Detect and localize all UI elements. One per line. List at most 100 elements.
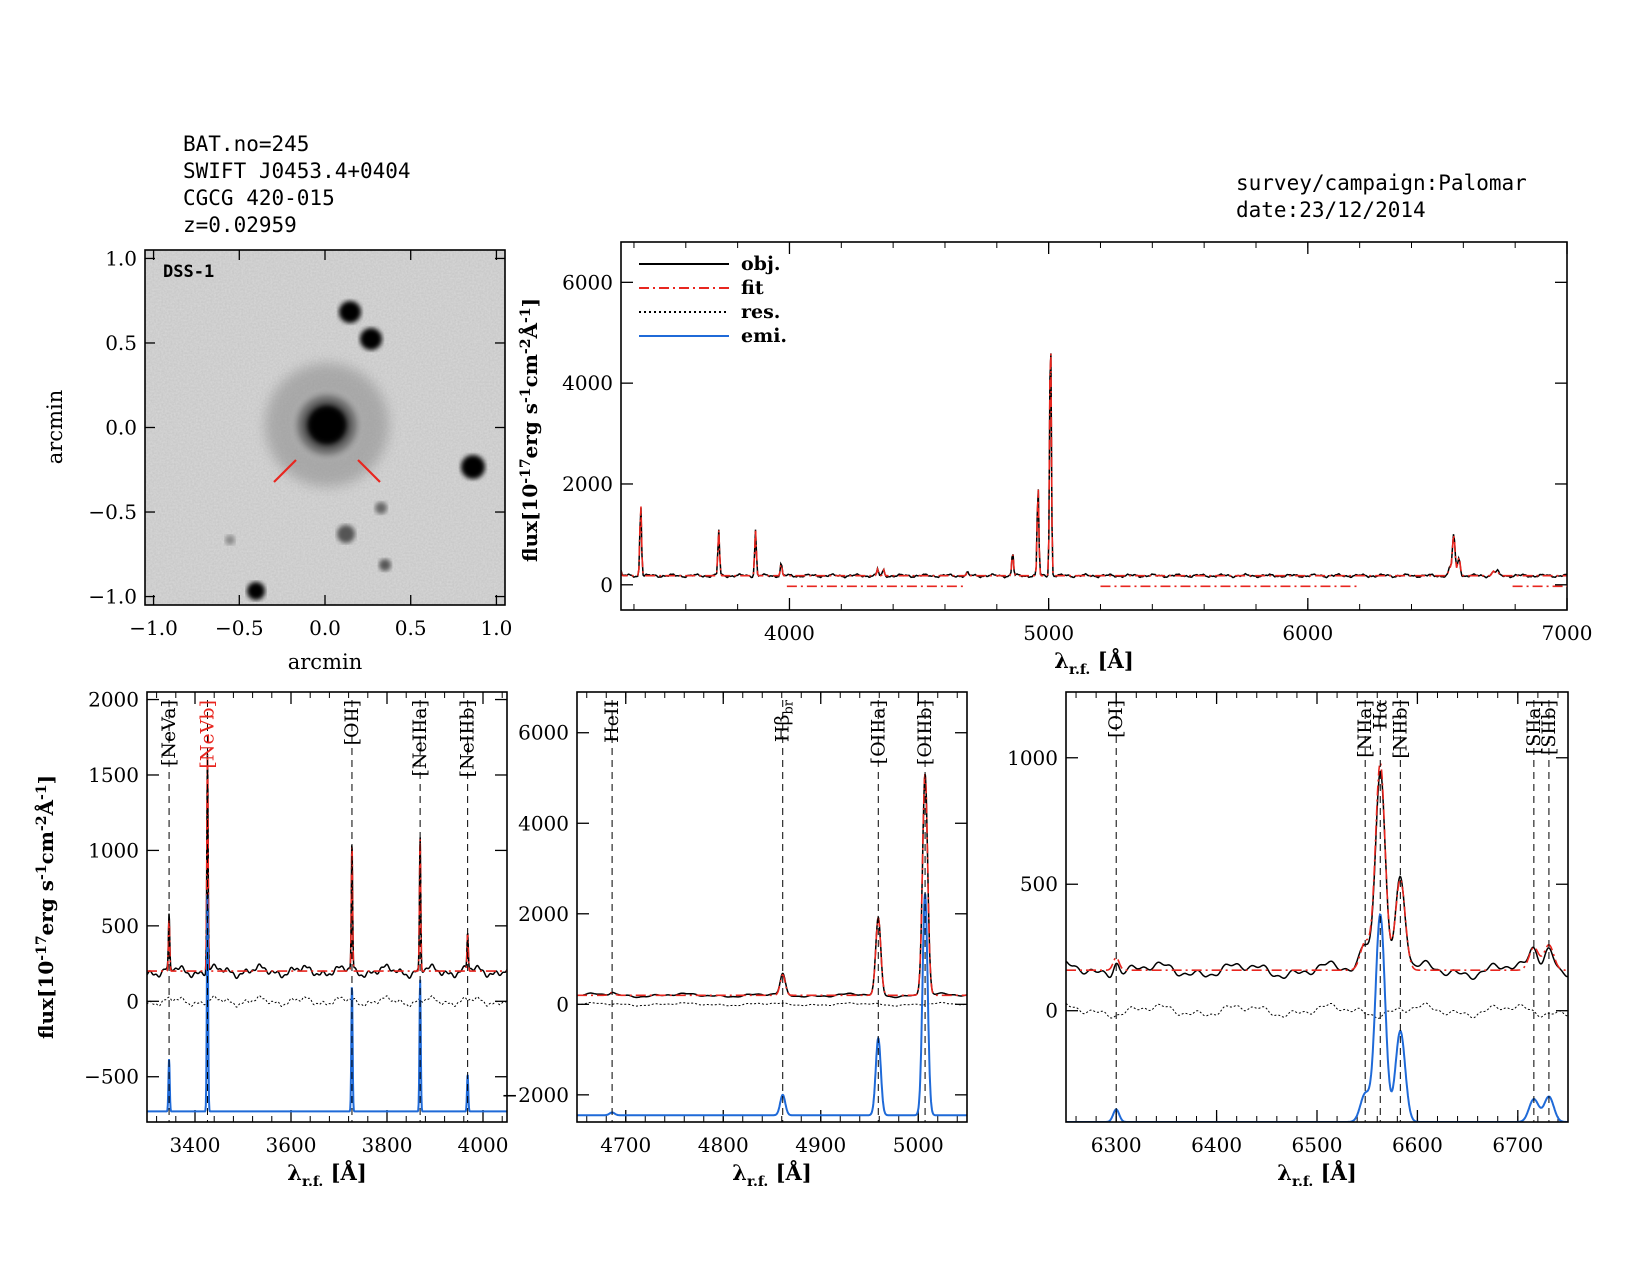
legend-label: emi. bbox=[741, 325, 787, 347]
faint-source bbox=[379, 559, 391, 571]
image-ytick-label: 1.0 bbox=[105, 246, 137, 270]
fit-line bbox=[621, 353, 1567, 577]
fit-line bbox=[577, 773, 967, 997]
xlabel: λr.f. [Å] bbox=[732, 1160, 812, 1190]
survey-campaign: survey/campaign:Palomar bbox=[1236, 171, 1527, 195]
line-label: [NeVb] bbox=[196, 700, 218, 769]
ytick-label: 0 bbox=[1045, 999, 1058, 1023]
faint-source bbox=[337, 525, 355, 543]
line-label: [OIIIb] bbox=[914, 700, 936, 765]
ytick-label: 4000 bbox=[562, 371, 613, 395]
xtick-label: 6400 bbox=[1191, 1133, 1242, 1157]
xlabel: λr.f. [Å] bbox=[1277, 1160, 1357, 1190]
image-ylabel: arcmin bbox=[43, 390, 67, 464]
star bbox=[360, 328, 382, 350]
image-xtick-label: 0.0 bbox=[309, 616, 341, 640]
emission-line-model bbox=[577, 893, 967, 1117]
plot-area bbox=[621, 353, 1567, 579]
zoom-panel-neon: 3400 3600 3800 4000 −500 0 500 1000 1500 2000 [NeV… bbox=[84, 688, 508, 1190]
legend-label: res. bbox=[741, 301, 780, 323]
xtick-label: 3400 bbox=[170, 1133, 221, 1157]
zoom-panel-oiii: 4700 4800 4900 5000 −2000 0 2000 4000 6000 HeII Hβ… bbox=[501, 691, 968, 1190]
xtick-label: 6000 bbox=[1282, 621, 1333, 645]
swift-id: SWIFT J0453.4+0404 bbox=[183, 159, 411, 183]
image-ytick-label: 0.0 bbox=[105, 416, 137, 440]
plot-area bbox=[147, 753, 507, 1113]
xtick-label: 4700 bbox=[600, 1133, 651, 1157]
galaxy-name: CGCG 420-015 bbox=[183, 186, 335, 210]
dss-image-panel: DSS-1 −1.0 −0.5 0.0 0.5 1.0 −1.0 −0.5 0.0 0.5 1.0… bbox=[43, 246, 512, 674]
emission-line-model bbox=[1066, 913, 1568, 1122]
line-label: [NIIa] bbox=[1354, 700, 1376, 758]
target-marker-right bbox=[357, 459, 381, 483]
zoom-panel-halpha: 6300 6400 6500 6600 6700 0 500 1000 [OI] [NIIa]Hα… bbox=[1007, 691, 1569, 1190]
image-ytick-label: −1.0 bbox=[88, 585, 137, 609]
line-label: [SIIa] bbox=[1523, 700, 1545, 754]
star bbox=[247, 582, 265, 600]
ytick-label: 2000 bbox=[562, 472, 613, 496]
xtick-label: 6300 bbox=[1091, 1133, 1142, 1157]
bat-number: BAT.no=245 bbox=[183, 132, 310, 156]
ytick-label: 0 bbox=[600, 573, 613, 597]
line-label: [OI] bbox=[1105, 700, 1127, 738]
image-ytick-label: −0.5 bbox=[88, 500, 137, 524]
observation-date: date:23/12/2014 bbox=[1236, 198, 1426, 222]
plot-frame bbox=[146, 691, 508, 1123]
xtick-label: 5000 bbox=[893, 1133, 944, 1157]
line-label: [NeIIIa] bbox=[409, 700, 431, 777]
image-xtick-label: 0.5 bbox=[395, 616, 427, 640]
line-label: [NeVa] bbox=[158, 700, 180, 766]
star bbox=[461, 455, 485, 479]
ytick-label: 6000 bbox=[562, 270, 613, 294]
observed-spectrum bbox=[1066, 770, 1568, 981]
image-xtick-label: −0.5 bbox=[215, 616, 264, 640]
line-label: [NIIb] bbox=[1389, 700, 1411, 759]
observed-spectrum bbox=[621, 353, 1567, 579]
plot-frame bbox=[576, 691, 968, 1123]
xlabel: λr.f. [Å] bbox=[1054, 648, 1134, 678]
line-label: [NeIIIb] bbox=[457, 700, 479, 777]
target-marker-left bbox=[273, 459, 297, 483]
xtick-label: 6700 bbox=[1492, 1133, 1543, 1157]
xtick-label: 3800 bbox=[362, 1133, 413, 1157]
ytick-label: 4000 bbox=[518, 811, 569, 835]
observed-spectrum bbox=[147, 753, 507, 980]
line-label: [SIIb] bbox=[1538, 700, 1560, 755]
line-label: Hβbr bbox=[772, 699, 797, 742]
faint-source bbox=[225, 535, 235, 545]
ytick-label: −2000 bbox=[501, 1083, 569, 1107]
xtick-label: 7000 bbox=[1542, 621, 1593, 645]
observed-spectrum bbox=[577, 773, 967, 999]
xtick-label: 6500 bbox=[1292, 1133, 1343, 1157]
image-xtick-label: 1.0 bbox=[481, 616, 513, 640]
legend-label: fit bbox=[741, 277, 764, 299]
xtick-label: 4000 bbox=[458, 1133, 509, 1157]
plot-frame bbox=[620, 241, 1568, 611]
ytick-label: 0 bbox=[126, 989, 139, 1013]
star bbox=[339, 301, 361, 323]
xtick-label: 4800 bbox=[698, 1133, 749, 1157]
faint-source bbox=[375, 502, 387, 514]
ytick-label: 2000 bbox=[518, 902, 569, 926]
ytick-label: −500 bbox=[84, 1065, 139, 1089]
ytick-label: 2000 bbox=[88, 688, 139, 712]
image-xtick-label: −1.0 bbox=[129, 616, 178, 640]
fit-line bbox=[1066, 761, 1568, 971]
ytick-label: 1000 bbox=[88, 838, 139, 862]
ytick-label: 1000 bbox=[1007, 746, 1058, 770]
legend-label: obj. bbox=[741, 253, 780, 275]
line-label: HeII bbox=[601, 700, 623, 743]
image-ytick-label: 0.5 bbox=[105, 331, 137, 355]
residual-line bbox=[147, 995, 507, 1008]
xtick-label: 5000 bbox=[1023, 621, 1074, 645]
ytick-label: 6000 bbox=[518, 721, 569, 745]
ytick-label: 0 bbox=[556, 992, 569, 1016]
dss-label: DSS-1 bbox=[163, 262, 214, 282]
residual-line bbox=[577, 1001, 967, 1007]
ytick-label: 500 bbox=[1020, 872, 1058, 896]
emission-line-model bbox=[147, 894, 507, 1113]
xtick-label: 6600 bbox=[1392, 1133, 1443, 1157]
zoom-ylabel: flux[10-17erg s-1cm-2Å-1] bbox=[34, 775, 58, 1039]
xtick-label: 4900 bbox=[795, 1133, 846, 1157]
line-label: [OIIIa] bbox=[867, 700, 889, 764]
